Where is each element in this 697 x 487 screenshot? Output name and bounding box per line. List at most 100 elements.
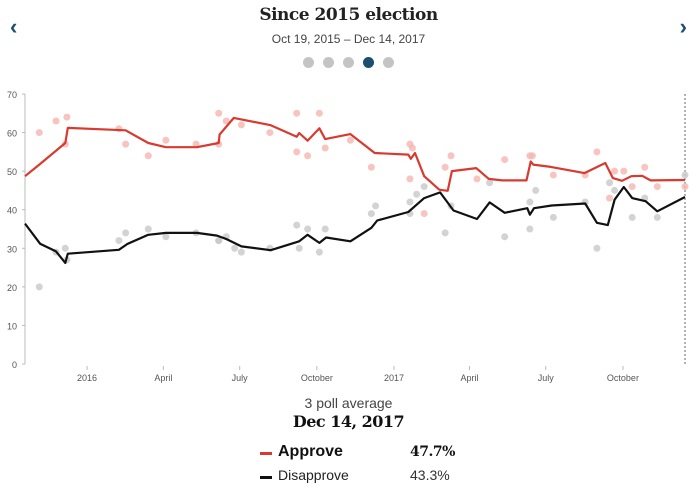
- disapprove-poll-point: [231, 244, 239, 252]
- page-dot-3[interactable]: [343, 57, 354, 68]
- approve-poll-point: [215, 109, 223, 117]
- approve-poll-point: [593, 148, 601, 156]
- disapprove-poll-point: [162, 233, 170, 241]
- disapprove-poll-point: [611, 186, 619, 194]
- y-tick-label: 10: [7, 321, 17, 331]
- approve-poll-point: [144, 152, 152, 160]
- approve-poll-point: [549, 171, 557, 179]
- x-tick-label: October: [301, 373, 333, 383]
- approve-poll-point: [653, 183, 661, 191]
- approve-poll-point: [346, 136, 354, 144]
- approve-poll-point: [628, 183, 636, 191]
- approve-poll-point: [315, 109, 323, 117]
- y-tick-label: 20: [7, 283, 17, 293]
- disapprove-poll-point: [593, 244, 601, 252]
- page-dot-5[interactable]: [383, 57, 394, 68]
- disapprove-poll-point: [372, 202, 380, 210]
- approve-poll-point: [473, 175, 481, 183]
- disapprove-poll-point: [61, 244, 69, 252]
- disapprove-swatch: [260, 476, 272, 479]
- approve-poll-point: [52, 117, 60, 125]
- disapprove-poll-point: [144, 225, 152, 233]
- disapprove-poll-point: [304, 225, 312, 233]
- disapprove-poll-point: [122, 229, 130, 237]
- disapprove-poll-point: [606, 179, 614, 187]
- approve-poll-point: [441, 163, 449, 171]
- approve-value: 47.7%: [410, 444, 455, 460]
- approve-poll-point: [420, 210, 428, 218]
- legend-approve: Approve 47.7%: [260, 443, 460, 463]
- approve-poll-point: [293, 148, 301, 156]
- disapprove-poll-point: [549, 213, 557, 221]
- disapprove-poll-point: [413, 190, 421, 198]
- disapprove-poll-point: [321, 225, 329, 233]
- legend-disapprove: Disapprove 43.3%: [260, 467, 460, 487]
- approve-poll-point: [408, 144, 416, 152]
- x-tick-label: April: [460, 373, 478, 383]
- y-tick-label: 30: [7, 244, 17, 254]
- disapprove-poll-point: [315, 248, 323, 256]
- x-tick-label: October: [607, 373, 639, 383]
- approve-poll-point: [528, 152, 536, 160]
- disapprove-poll-point: [237, 248, 245, 256]
- approve-poll-point: [63, 113, 71, 121]
- disapprove-poll-point: [441, 229, 449, 237]
- legend-caption: 3 poll average: [304, 395, 393, 411]
- disapprove-poll-point: [420, 183, 428, 191]
- x-tick-label: July: [538, 373, 555, 383]
- disapprove-value: 43.3%: [410, 467, 450, 483]
- disapprove-poll-point: [486, 179, 494, 187]
- disapprove-poll-point: [628, 213, 636, 221]
- approve-poll-point: [192, 140, 200, 148]
- disapprove-poll-point: [532, 186, 540, 194]
- y-tick-label: 50: [7, 167, 17, 177]
- page-dot-2[interactable]: [323, 57, 334, 68]
- approve-average-line: [24, 116, 686, 192]
- y-tick-label: 70: [7, 90, 17, 100]
- disapprove-poll-point: [215, 237, 223, 245]
- disapprove-poll-point: [293, 221, 301, 229]
- chevron-right-icon[interactable]: ›: [679, 14, 687, 39]
- disapprove-poll-point: [681, 171, 689, 179]
- x-tick-label: April: [154, 373, 172, 383]
- disapprove-poll-point: [526, 225, 534, 233]
- disapprove-poll-point: [406, 198, 414, 206]
- approve-poll-point: [304, 152, 312, 160]
- disapprove-poll-point: [367, 210, 375, 218]
- approve-poll-point: [406, 175, 414, 183]
- approve-poll-point: [35, 129, 43, 137]
- disapprove-poll-point: [295, 244, 303, 252]
- disapprove-poll-point: [35, 283, 43, 291]
- approve-poll-point: [447, 152, 455, 160]
- approve-poll-point: [641, 163, 649, 171]
- disapprove-poll-point: [653, 213, 661, 221]
- approve-label: Approve: [278, 443, 343, 460]
- disapprove-poll-point: [115, 237, 123, 245]
- chevron-left-icon[interactable]: ‹: [10, 14, 18, 39]
- page-dot-4[interactable]: [363, 57, 374, 68]
- approve-poll-point: [266, 129, 274, 137]
- date-range: Oct 19, 2015 – Dec 14, 2017: [271, 32, 426, 46]
- approve-poll-point: [222, 117, 230, 125]
- page-dot-1[interactable]: [303, 57, 314, 68]
- x-tick-label: July: [232, 373, 249, 383]
- disapprove-poll-point: [526, 198, 534, 206]
- x-tick-label: 2017: [384, 373, 404, 383]
- approve-poll-point: [501, 156, 509, 164]
- disapprove-average-line: [24, 185, 686, 264]
- approve-poll-point: [122, 140, 130, 148]
- x-tick-label: 2016: [77, 373, 97, 383]
- approve-poll-point: [367, 163, 375, 171]
- approve-poll-point: [162, 136, 170, 144]
- page-dots: [0, 57, 697, 68]
- approve-poll-point: [321, 144, 329, 152]
- approve-poll-point: [293, 109, 301, 117]
- approve-poll-point: [681, 183, 689, 191]
- approve-poll-point: [611, 167, 619, 175]
- disapprove-poll-point: [501, 233, 509, 241]
- approve-poll-point: [620, 167, 628, 175]
- y-tick-label: 60: [7, 129, 17, 139]
- approval-chart[interactable]: 0 10 20 30 40 50 60 70 2016 April July October 2017 A…: [0, 0, 697, 390]
- y-tick-label: 40: [7, 206, 17, 216]
- approve-swatch: [260, 452, 272, 455]
